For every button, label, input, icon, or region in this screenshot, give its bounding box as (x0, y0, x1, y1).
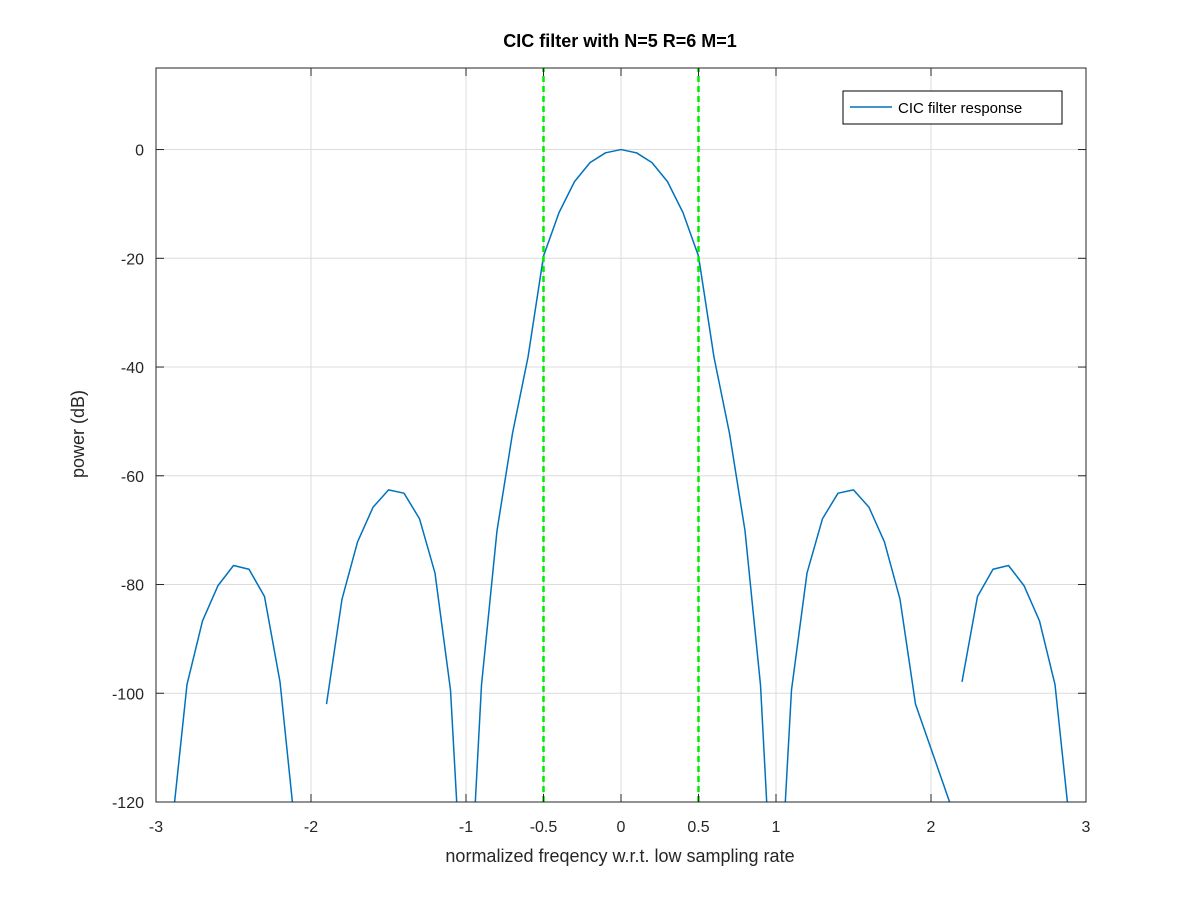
x-tick-label: 2 (927, 819, 936, 836)
series-line-lobe (784, 489, 951, 802)
x-tick-label: 1 (772, 819, 781, 836)
x-tick-label: -0.5 (530, 819, 558, 836)
y-tick-label: -40 (121, 360, 144, 377)
y-tick-label: -20 (121, 251, 144, 268)
x-axis-label: normalized freqency w.r.t. low sampling … (445, 846, 794, 866)
legend-entry-label: CIC filter response (898, 100, 1022, 117)
legend: CIC filter response (842, 90, 1063, 125)
x-tick-label: 3 (1082, 819, 1091, 836)
x-tick-label: 0 (617, 819, 626, 836)
y-axis-label: power (dB) (68, 390, 88, 478)
x-tick-label: -3 (149, 819, 163, 836)
y-tick-label: -100 (112, 686, 144, 703)
x-tick-label: -1 (459, 819, 473, 836)
series-line-lobe (961, 564, 1069, 802)
series-line-lobe (325, 489, 458, 802)
chart-title: CIC filter with N=5 R=6 M=1 (503, 31, 737, 51)
y-tick-label: -120 (112, 795, 144, 812)
series-line-lobe (173, 564, 294, 802)
plot-area: -3 -2 -1 -0.5 0 0.5 1 2 3 -120 -100 -80 -60 -40 -20 0 (112, 67, 1091, 836)
y-tick-label: 0 (135, 143, 144, 160)
x-tick-label: 0.5 (687, 819, 709, 836)
y-tick-label: -60 (121, 469, 144, 486)
series-line-lobe (474, 148, 768, 802)
y-tick-label: -80 (121, 578, 144, 595)
x-tick-label: -2 (304, 819, 318, 836)
